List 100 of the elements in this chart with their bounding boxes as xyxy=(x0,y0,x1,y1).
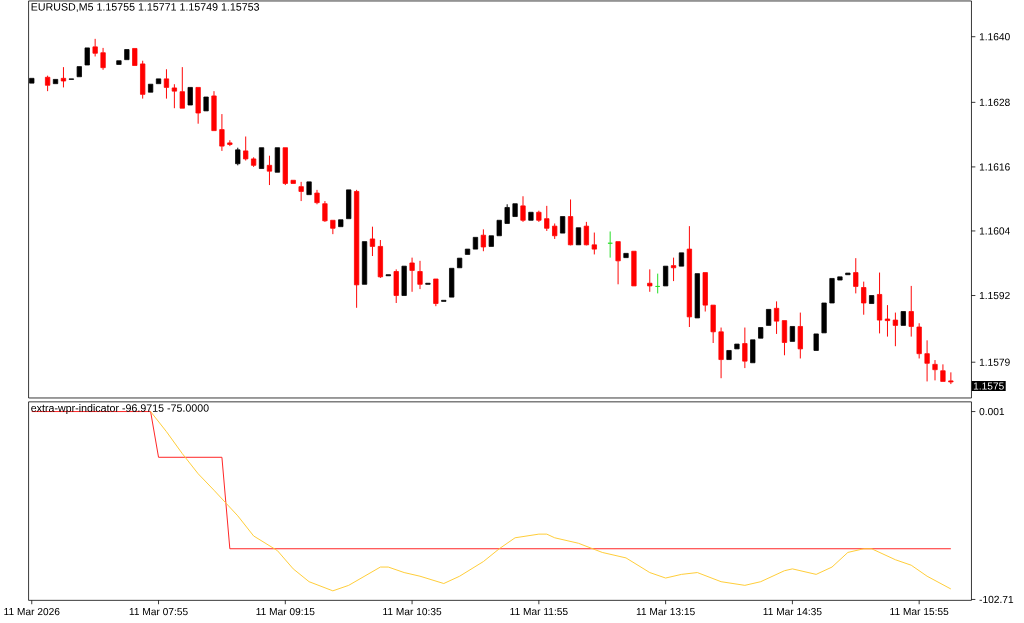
candlestick xyxy=(702,272,708,313)
candlestick xyxy=(932,359,938,381)
y-tick-label: 1.1579 xyxy=(979,358,1010,366)
candlestick xyxy=(773,301,780,335)
candlestick xyxy=(536,210,542,223)
candlestick xyxy=(631,250,637,287)
candlestick xyxy=(560,216,566,234)
candlestick xyxy=(457,257,463,269)
candlestick xyxy=(195,87,201,125)
y-tick-label: 1.1604 xyxy=(979,227,1010,235)
candlestick xyxy=(179,66,185,109)
candlestick xyxy=(845,272,851,276)
candlestick xyxy=(124,49,130,61)
candlestick xyxy=(504,203,510,224)
candlestick xyxy=(148,83,154,93)
candlestick xyxy=(417,260,423,290)
candlestick xyxy=(884,304,891,338)
candlestick xyxy=(203,96,209,112)
candlestick xyxy=(512,203,518,218)
candlestick xyxy=(781,320,788,356)
candlestick xyxy=(496,220,502,237)
y-tick-label: 1.1628 xyxy=(979,98,1010,107)
x-tick-label: 11 Mar 13:15 xyxy=(636,608,695,616)
candlestick xyxy=(520,195,526,223)
candlestick xyxy=(346,189,352,220)
candlestick xyxy=(869,295,875,305)
x-tick-label: 11 Mar 2026 xyxy=(4,608,60,616)
candlestick xyxy=(322,200,328,222)
candlestick xyxy=(837,276,843,281)
candlestick xyxy=(829,278,835,304)
x-tick-label: 11 Mar 14:35 xyxy=(763,608,822,616)
candlestick xyxy=(84,47,90,66)
candlestick xyxy=(488,235,494,247)
candlestick xyxy=(92,38,98,58)
candlestick xyxy=(163,68,170,100)
candlestick xyxy=(758,327,764,339)
candlestick xyxy=(377,239,383,278)
candlestick xyxy=(100,47,106,71)
candlestick xyxy=(76,66,82,78)
candlestick xyxy=(766,309,772,326)
candlestick xyxy=(211,90,217,132)
y-tick-label: -102.71 xyxy=(979,595,1014,604)
x-tick-label: 11 Mar 15:55 xyxy=(890,608,949,616)
candlestick xyxy=(393,269,399,304)
candlestick xyxy=(726,350,732,361)
candlestick xyxy=(750,339,756,364)
candlestick xyxy=(219,113,225,152)
y-tick-label: 1.1592 xyxy=(979,292,1010,300)
candlestick xyxy=(686,225,692,328)
chart-title: EURUSD,M5 1.15755 1.15771 1.15749 1.15753 xyxy=(31,3,260,13)
candlestick xyxy=(813,333,819,351)
candlestick xyxy=(401,265,407,297)
y-tick-label: 1.1616 xyxy=(979,163,1010,171)
candlestick xyxy=(908,285,914,338)
candlestick xyxy=(306,181,312,196)
candlestick xyxy=(361,241,368,285)
candlestick xyxy=(876,272,883,335)
candlestick xyxy=(369,226,376,257)
candlestick xyxy=(338,219,344,228)
candlestick xyxy=(623,253,629,259)
candlestick xyxy=(449,268,455,298)
candlestick xyxy=(710,304,716,344)
candlestick xyxy=(900,311,906,326)
candlestick xyxy=(694,273,700,319)
x-tick-label: 11 Mar 10:35 xyxy=(383,608,442,616)
candlestick xyxy=(678,252,685,267)
candlestick xyxy=(409,257,415,293)
candlestick xyxy=(615,241,621,285)
candlestick xyxy=(290,179,296,184)
candlestick xyxy=(52,79,59,85)
line-series xyxy=(150,411,952,592)
candlestick xyxy=(789,326,795,342)
x-tick-label: 11 Mar 07:55 xyxy=(129,608,188,616)
candlestick xyxy=(266,155,273,186)
candlestick xyxy=(575,227,582,246)
candlestick xyxy=(528,212,534,221)
candlestick xyxy=(742,327,748,369)
candlestick xyxy=(187,87,193,106)
candlestick xyxy=(663,265,669,287)
candlestick xyxy=(274,147,280,173)
candlestick xyxy=(821,302,827,334)
candlestick xyxy=(472,237,479,250)
y-tick-label: 1.1640 xyxy=(979,33,1010,41)
candlestick xyxy=(948,371,954,385)
x-tick-label: 11 Mar 11:55 xyxy=(510,608,568,616)
candlestick xyxy=(258,147,265,170)
candlestick xyxy=(425,282,431,285)
candlestick xyxy=(314,189,320,205)
candlestick xyxy=(464,248,471,255)
x-tick-label: 11 Mar 09:15 xyxy=(256,608,315,616)
candlestick xyxy=(734,343,740,350)
text: 1.1575 xyxy=(973,382,1004,390)
candlestick xyxy=(116,60,122,65)
candlestick xyxy=(718,327,724,379)
candlestick xyxy=(924,339,930,383)
candlestick xyxy=(155,78,162,85)
candlestick xyxy=(385,274,391,277)
candlestick xyxy=(940,363,946,382)
candlestick xyxy=(132,48,138,67)
y-tick-label: 0.001 xyxy=(979,408,1005,416)
